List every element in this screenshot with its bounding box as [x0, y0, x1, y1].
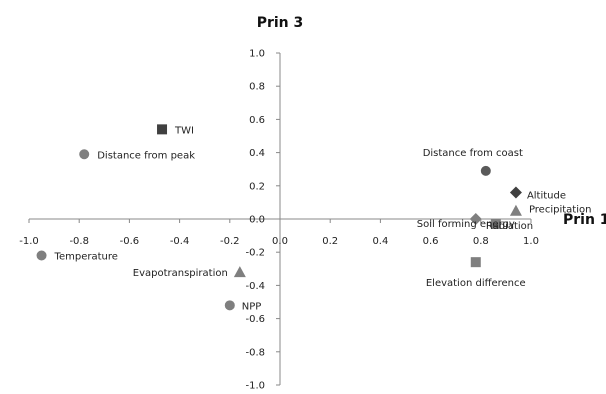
x-tick-label: 0.4 — [372, 236, 388, 247]
y-tick-label: 0.6 — [249, 115, 265, 126]
point-npp — [224, 300, 235, 311]
point-label-elevation-difference: Elevation difference — [426, 278, 526, 289]
x-tick-label: -1.0 — [19, 236, 39, 247]
x-tick-label: 0.6 — [423, 236, 439, 247]
x-tick-label: 1.0 — [523, 236, 539, 247]
y-tick-label: 0.8 — [249, 82, 265, 93]
point-labels: TWI Distance from peak Distance from coast… — [54, 125, 592, 312]
y-tick-label: 1.0 — [249, 49, 265, 60]
y-tick-label: -0.2 — [245, 248, 265, 259]
point-evapotranspiration — [233, 266, 246, 278]
x-tick-label: -0.6 — [120, 236, 140, 247]
x-tick-label: -0.4 — [170, 236, 190, 247]
data-points — [36, 124, 522, 311]
point-label-soil-forming-energy: Soil forming energy — [417, 219, 515, 230]
y-tick-label: -1.0 — [245, 381, 265, 392]
point-radiation — [490, 218, 501, 229]
point-elevation-difference — [470, 257, 481, 268]
point-twi — [157, 124, 168, 135]
point-label-temperature: Temperature — [54, 252, 118, 263]
point-soil-forming-energy — [469, 213, 482, 225]
point-altitude — [509, 186, 522, 199]
point-label-precipitation: Precipitation — [529, 205, 592, 216]
point-precipitation — [509, 204, 522, 216]
point-label-radiation: Radiation — [486, 221, 533, 232]
y-tick-label: -0.8 — [245, 347, 265, 358]
x-tick-label: 0.8 — [473, 236, 489, 247]
y-axis-title: Prin 3 — [257, 15, 304, 31]
point-distance-from-coast — [480, 165, 491, 176]
x-tick-label: -0.8 — [69, 236, 89, 247]
point-label-distance-from-peak: Distance from peak — [97, 150, 195, 161]
point-label-altitude: Altitude — [527, 190, 566, 201]
y-tick-label: -0.4 — [245, 281, 265, 292]
point-label-npp: NPP — [242, 301, 262, 312]
point-label-twi: TWI — [174, 125, 194, 136]
tick-labels: -1.0 -0.8 -0.6 -0.4 -0.2 0.0 0.2 0.4 0.6 0.8 1.0 1.… — [19, 49, 539, 392]
point-label-evapotranspiration: Evapotranspiration — [133, 268, 228, 279]
y-tick-label: 0.0 — [249, 215, 265, 226]
x-tick-label: 0.2 — [322, 236, 338, 247]
y-tick-label: 0.2 — [249, 181, 265, 192]
x-tick-label: -0.2 — [220, 236, 240, 247]
point-label-distance-from-coast: Distance from coast — [423, 148, 523, 159]
x-tick-label: 0.0 — [272, 236, 288, 247]
y-tick-label: -0.6 — [245, 314, 265, 325]
x-axis-title: Prin 1 — [563, 212, 606, 228]
point-temperature — [36, 250, 47, 261]
point-distance-from-peak — [79, 149, 90, 160]
y-tick-label: 0.4 — [249, 148, 265, 159]
